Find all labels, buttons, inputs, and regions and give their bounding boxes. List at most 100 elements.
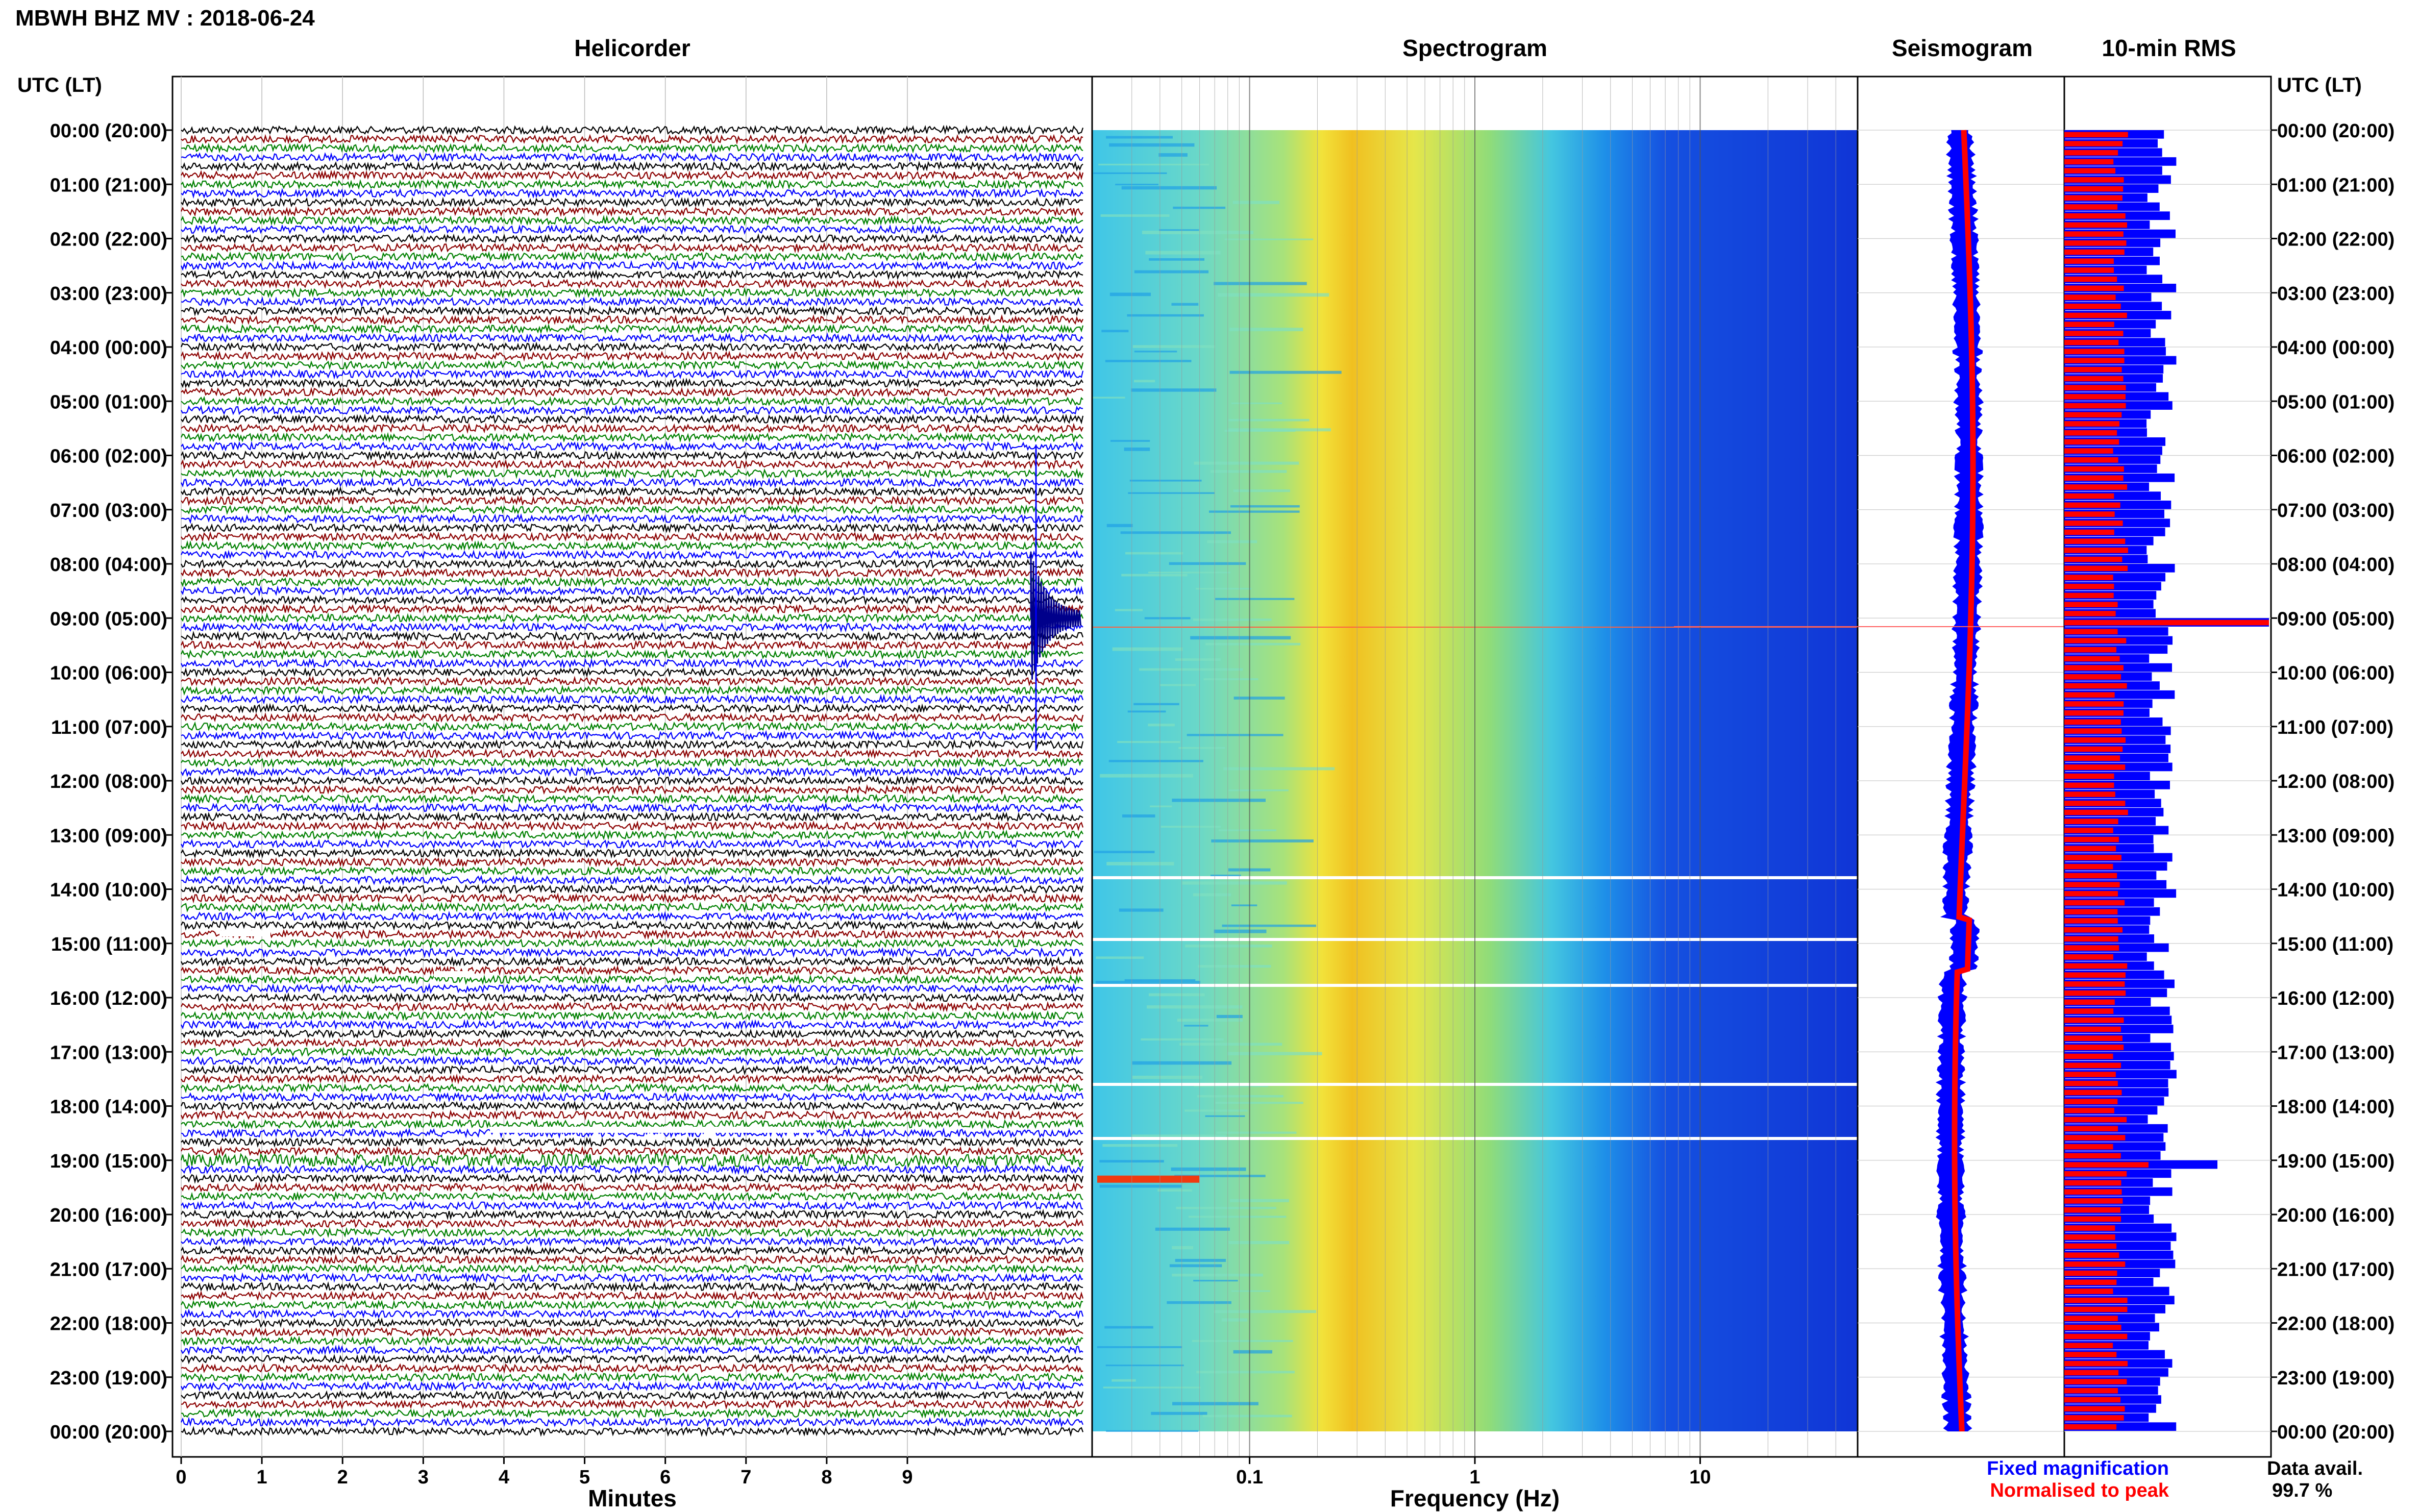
rms-bar-normalised: [2064, 665, 2124, 671]
helicorder-gap: [219, 930, 270, 936]
helicorder-trace: [181, 1064, 1083, 1076]
rms-bar-normalised: [2064, 629, 2118, 635]
spectrogram-streak: [1122, 814, 1155, 817]
helicorder-trace: [181, 1390, 1084, 1401]
spectrogram-streak: [1159, 229, 1199, 232]
spectrogram-streak: [1198, 964, 1271, 968]
rms-bar-normalised: [2064, 1045, 2124, 1050]
helicorder-trace: [181, 377, 1083, 389]
spectrogram-streak: [1228, 789, 1289, 791]
spectrogram-streak: [1109, 143, 1195, 147]
helicorder-trace: [181, 152, 1083, 163]
spectrogram-streak: [1192, 1340, 1293, 1342]
spectrogram-streak: [1158, 153, 1188, 157]
helicorder-trace: [181, 666, 1083, 678]
rms-bar-normalised: [2064, 222, 2128, 228]
helicorder-trace: [181, 1335, 1083, 1347]
time-axis-labels: 00:00 (20:00) 00:00 (20:00) 01:00 (21:00) 0…: [50, 120, 2395, 1443]
rms-bar-normalised: [2064, 1072, 2116, 1077]
spectrogram-streak: [1184, 1025, 1208, 1027]
rms-bar-normalised: [2064, 728, 2122, 734]
spectrogram-streak: [1099, 1184, 1182, 1188]
helicorder-trace: [181, 1407, 1084, 1419]
rms-bar-normalised: [2064, 1360, 2128, 1367]
minute-tick-label: 0: [176, 1467, 186, 1488]
helicorder-trace: [181, 603, 1083, 615]
time-label-right: 15:00 (11:00): [2277, 934, 2393, 955]
helicorder-trace: [181, 947, 1083, 958]
legend-normalised-to-peak: Normalised to peak: [1990, 1480, 2169, 1501]
spectrogram-streak: [1229, 370, 1342, 374]
helicorder-trace: [181, 495, 1084, 507]
rms-bar-normalised: [2064, 1117, 2127, 1123]
rms-bar-normalised: [2064, 972, 2126, 978]
helicorder-trace: [181, 1371, 1083, 1383]
helicorder-trace: [181, 1181, 1083, 1193]
spectrogram-streak: [1134, 351, 1177, 353]
rms-bar-normalised: [2064, 656, 2120, 662]
helicorder-trace: [181, 802, 1083, 814]
rms-bar-normalised: [2064, 873, 2117, 879]
time-label-right: 18:00 (14:00): [2277, 1097, 2395, 1118]
time-label-left: 05:00 (01:00): [50, 391, 167, 413]
rms-bar-normalised: [2064, 385, 2126, 390]
helicorder-trace: [181, 612, 1084, 624]
rms-bar-normalised: [2064, 538, 2126, 544]
rms-bar-normalised: [2064, 1261, 2126, 1267]
spectrogram-streak: [1233, 697, 1285, 700]
spectrogram-streak: [1161, 826, 1221, 828]
rms-bar-normalised: [2064, 882, 2120, 887]
rms-bar-normalised: [2064, 674, 2121, 680]
spectrogram-streak: [1106, 862, 1174, 865]
helicorder-trace: [181, 522, 1083, 534]
rms-bar-normalised: [2064, 358, 2125, 363]
helicorder-trace: [181, 793, 1083, 805]
rms-bar-normalised: [2064, 430, 2117, 436]
spectrogram-streak: [1231, 402, 1282, 404]
rms-bar-normalised: [2064, 520, 2123, 526]
helicorder-gap: [490, 1127, 817, 1133]
spectrogram-streak: [1109, 292, 1151, 296]
spectrogram-streak: [1182, 881, 1287, 885]
time-label-left: 06:00 (02:00): [50, 446, 167, 467]
helicorder-trace: [181, 757, 1083, 769]
rms-bar-normalised: [2064, 565, 2128, 572]
spectrogram-streak: [1176, 1206, 1276, 1209]
rms-bar-normalised: [2064, 782, 2114, 788]
helicorder-trace: [181, 350, 1084, 362]
minute-tick-label: 6: [660, 1467, 671, 1488]
helicorder-trace: [181, 188, 1083, 199]
rms-bar-normalised: [2064, 394, 2126, 400]
spectrogram-event-streak: [1097, 1175, 1199, 1183]
spectrogram-streak: [1096, 956, 1144, 959]
helicorder-trace: [181, 432, 1083, 443]
rms-bar-normalised: [2064, 548, 2128, 553]
rms-bar-normalised: [2064, 1008, 2114, 1014]
spectrogram-streak: [1205, 642, 1301, 646]
spectrogram-streak: [1223, 767, 1335, 771]
spectrogram-streak: [1128, 492, 1215, 494]
helicorder-trace: [181, 1290, 1084, 1302]
helicorder-trace: [181, 1163, 1084, 1175]
helicorder-trace: [181, 1353, 1083, 1365]
helicorder-trace: [181, 179, 1083, 190]
spectrogram-streak: [1194, 461, 1299, 465]
helicorder-trace: [181, 983, 1083, 994]
helicorder-trace: [181, 875, 1084, 886]
rms-bar-normalised: [2064, 439, 2119, 445]
utc-label-left: UTC (LT): [17, 74, 102, 96]
rms-bar-normalised: [2064, 692, 2115, 698]
helicorder-trace: [180, 576, 1083, 588]
rms-bar-normalised: [2064, 936, 2118, 942]
spectrogram-streak: [1193, 893, 1231, 897]
minute-tick-label: 9: [902, 1467, 912, 1488]
helicorder-trace: [181, 134, 1083, 145]
helicorder-trace: [181, 865, 1083, 877]
helicorder-trace: [181, 1127, 1083, 1139]
spectrogram-streak: [1233, 1350, 1272, 1354]
time-label-left: 02:00 (22:00): [50, 229, 167, 251]
helicorder-trace: [181, 1146, 1083, 1157]
helicorder-trace: [181, 305, 1083, 317]
rms-bar-normalised: [2064, 376, 2124, 382]
spectrogram-streak: [1211, 839, 1314, 842]
